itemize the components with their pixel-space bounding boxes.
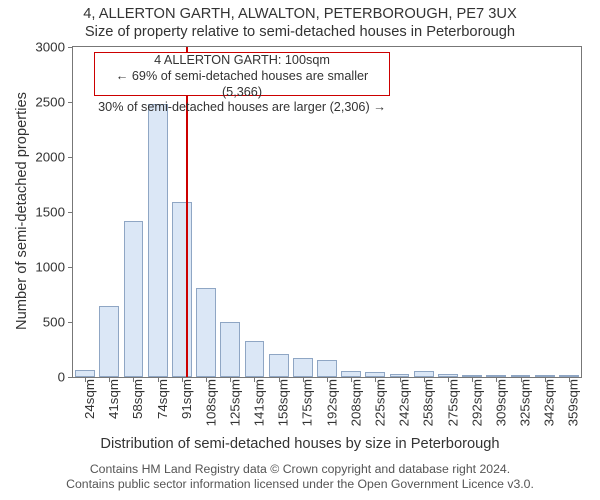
- y-axis-label: Number of semi-detached properties: [14, 92, 30, 330]
- footer-line1: Contains HM Land Registry data © Crown c…: [0, 462, 600, 477]
- chart-container: { "titles": { "line1": "4, ALLERTON GART…: [0, 0, 600, 500]
- xtick-label: 325sqm: [518, 379, 533, 426]
- annotation-box: 4 ALLERTON GARTH: 100sqm← 69% of semi-de…: [94, 52, 390, 96]
- xtick-label: 91sqm: [179, 379, 194, 419]
- ytick-label: 3000: [35, 40, 73, 55]
- annotation-line: ← 69% of semi-detached houses are smalle…: [95, 69, 389, 101]
- histogram-bar: [245, 341, 265, 377]
- chart-title-line2: Size of property relative to semi-detach…: [0, 24, 600, 40]
- xtick-label: 141sqm: [251, 379, 266, 426]
- xtick-label: 292sqm: [469, 379, 484, 426]
- histogram-bar: [75, 370, 95, 377]
- xtick-label: 125sqm: [227, 379, 242, 426]
- histogram-bar: [196, 288, 216, 377]
- xtick-label: 258sqm: [421, 379, 436, 426]
- xtick-label: 175sqm: [300, 379, 315, 426]
- histogram-bar: [293, 358, 313, 377]
- x-axis-label: Distribution of semi-detached houses by …: [0, 436, 600, 452]
- plot-area: 05001000150020002500300024sqm41sqm58sqm7…: [72, 46, 582, 378]
- xtick-label: 158sqm: [276, 379, 291, 426]
- ytick-label: 1000: [35, 260, 73, 275]
- histogram-bar: [99, 306, 119, 378]
- ytick-label: 2500: [35, 95, 73, 110]
- histogram-bar: [172, 202, 192, 377]
- ytick-label: 2000: [35, 150, 73, 165]
- histogram-bar: [124, 221, 144, 377]
- annotation-line: 30% of semi-detached houses are larger (…: [95, 100, 389, 116]
- xtick-label: 359sqm: [566, 379, 581, 426]
- histogram-bar: [269, 354, 289, 377]
- xtick-label: 192sqm: [324, 379, 339, 426]
- ytick-label: 1500: [35, 205, 73, 220]
- xtick-label: 242sqm: [397, 379, 412, 426]
- xtick-label: 74sqm: [155, 379, 170, 419]
- xtick-label: 41sqm: [106, 379, 121, 419]
- ytick-label: 0: [58, 370, 73, 385]
- xtick-label: 342sqm: [542, 379, 557, 426]
- annotation-line: 4 ALLERTON GARTH: 100sqm: [95, 53, 389, 69]
- histogram-bar: [148, 104, 168, 377]
- xtick-label: 309sqm: [493, 379, 508, 426]
- xtick-label: 24sqm: [82, 379, 97, 419]
- histogram-bar: [220, 322, 240, 377]
- xtick-label: 275sqm: [445, 379, 460, 426]
- footer-line2: Contains public sector information licen…: [0, 477, 600, 492]
- xtick-label: 208sqm: [348, 379, 363, 426]
- chart-title-line1: 4, ALLERTON GARTH, ALWALTON, PETERBOROUG…: [0, 6, 600, 22]
- ytick-label: 500: [43, 315, 73, 330]
- xtick-label: 225sqm: [372, 379, 387, 426]
- xtick-label: 58sqm: [130, 379, 145, 419]
- footer-text: Contains HM Land Registry data © Crown c…: [0, 462, 600, 493]
- xtick-label: 108sqm: [203, 379, 218, 426]
- histogram-bar: [317, 360, 337, 377]
